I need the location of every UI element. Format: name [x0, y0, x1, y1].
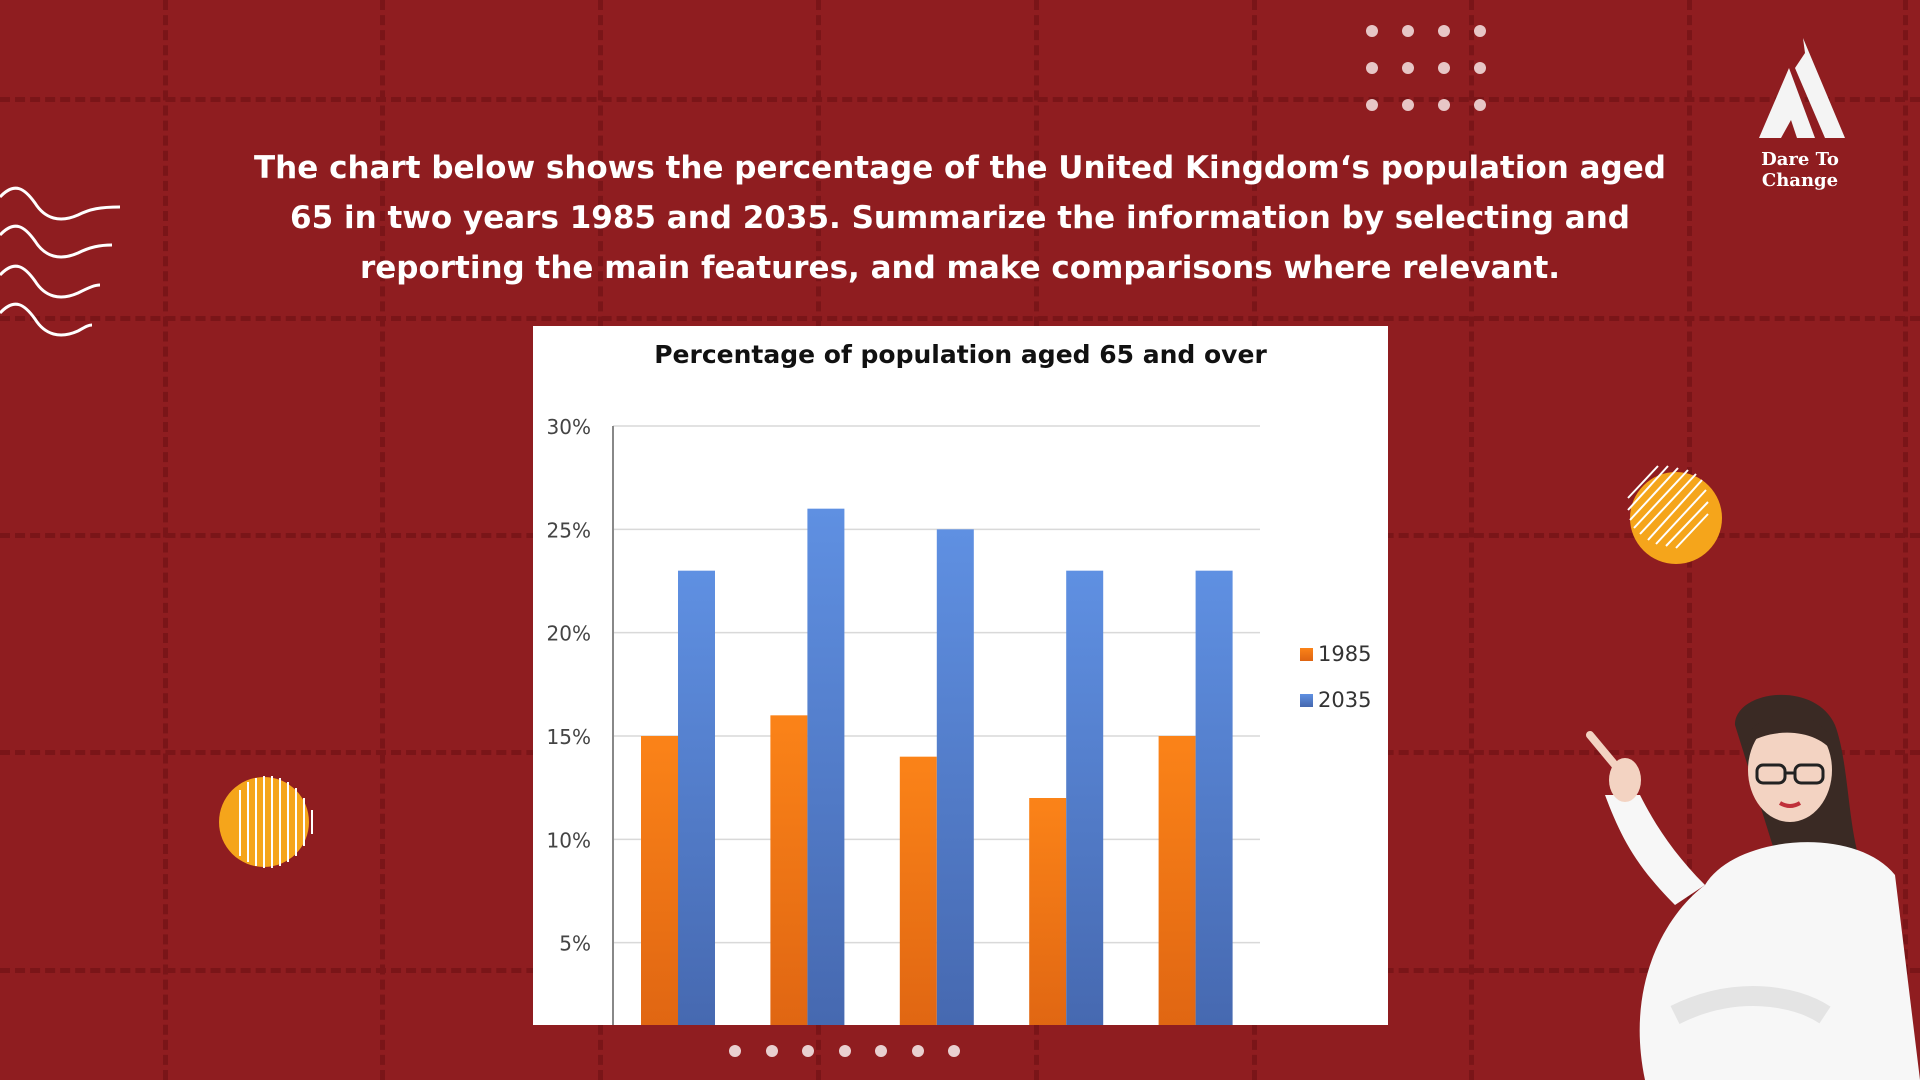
- y-tick-label: 5%: [559, 932, 591, 956]
- pagination-dot[interactable]: [875, 1045, 887, 1057]
- pagination-dot[interactable]: [765, 1045, 778, 1057]
- decor-dot: [1366, 25, 1378, 37]
- chart-card: Percentage of population aged 65 and ove…: [533, 326, 1388, 1025]
- logo-text: Dare To Change: [1761, 149, 1839, 191]
- presenter-photo: [1586, 694, 1920, 1080]
- decor-dot: [1402, 62, 1414, 74]
- y-tick-label: 15%: [547, 725, 591, 749]
- y-tick-label: 10%: [547, 828, 591, 852]
- legend-swatch-1985: [1300, 648, 1313, 661]
- striped-circle-left: [219, 776, 313, 868]
- bar-2035: [1066, 570, 1104, 1025]
- decor-dot: [1474, 99, 1486, 111]
- decor-dot: [1438, 99, 1450, 111]
- bar-2035: [1195, 570, 1233, 1025]
- grid-line: [0, 316, 1920, 321]
- y-tick-label: 25%: [547, 518, 591, 542]
- pagination-dot[interactable]: [729, 1045, 741, 1057]
- legend-label: 2035: [1318, 688, 1371, 712]
- decor-dot: [1438, 25, 1450, 37]
- decor-dot: [1474, 62, 1486, 74]
- y-tick-label: 30%: [547, 415, 591, 439]
- decor-dot: [1366, 62, 1378, 74]
- bar-2035: [807, 508, 845, 1025]
- grid-line: [380, 0, 385, 1080]
- grid-line: [0, 97, 1920, 102]
- chart-title: Percentage of population aged 65 and ove…: [654, 340, 1267, 369]
- logo-mark-icon: [1759, 38, 1845, 138]
- logo: Dare To Change: [1720, 38, 1880, 191]
- y-tick-label: 20%: [547, 622, 591, 646]
- striped-circle-right: [1627, 465, 1722, 564]
- pagination-dot[interactable]: [911, 1045, 924, 1057]
- bar-1985: [1029, 798, 1067, 1025]
- legend-label: 1985: [1318, 642, 1371, 666]
- decor-dot: [1474, 25, 1486, 37]
- decor-dot: [1402, 25, 1414, 37]
- bar-1985: [641, 736, 678, 1025]
- wave-decoration: [0, 186, 121, 337]
- grid-line: [163, 0, 168, 1080]
- pagination-dot[interactable]: [802, 1045, 814, 1057]
- bar-1985: [770, 715, 808, 1025]
- pagination-dot[interactable]: [838, 1045, 851, 1057]
- decor-dot: [1366, 99, 1378, 111]
- pagination-dot[interactable]: [948, 1045, 960, 1057]
- legend-swatch-2035: [1300, 694, 1313, 707]
- bar-1985: [899, 756, 937, 1025]
- bar-2035: [936, 529, 974, 1025]
- decor-dot: [1402, 99, 1414, 111]
- grid-line: [1469, 0, 1474, 1080]
- bar-chart: 0%5%10%15%20%25%30%EnglandWalesScotlandN…: [547, 415, 1371, 1025]
- decor-dot: [1438, 62, 1450, 74]
- task-prompt: The chart below shows the percentage of …: [254, 150, 1666, 286]
- grid-line: [1903, 0, 1908, 1080]
- bar-1985: [1158, 736, 1196, 1025]
- bar-2035: [678, 570, 715, 1025]
